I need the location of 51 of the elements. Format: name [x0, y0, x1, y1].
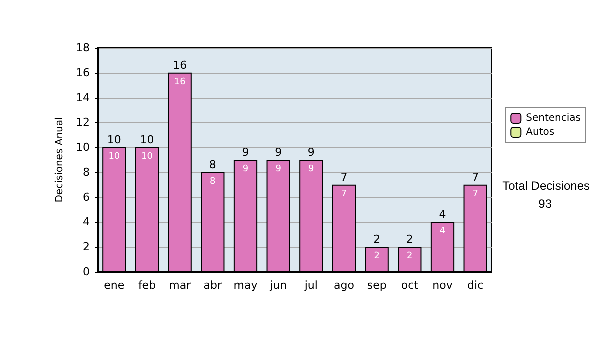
y-tick-label: 16 [76, 66, 90, 80]
total-label: 10 [140, 134, 154, 147]
y-tick-label: 6 [83, 190, 90, 204]
legend-label: Sentencias [526, 113, 582, 124]
total-label: 2 [374, 233, 381, 246]
y-tick-label: 8 [83, 166, 90, 179]
data-label: 9 [242, 164, 249, 174]
text: 93 [538, 197, 552, 211]
y-tick-label: 14 [76, 91, 90, 104]
y-tick-label: 2 [83, 240, 90, 254]
x-tick-label: sep [367, 279, 387, 292]
x-tick-label: jul [304, 279, 318, 292]
total-label: 9 [308, 146, 315, 159]
x-tick-label: mar [169, 279, 192, 292]
y-tick-label: 0 [83, 266, 90, 278]
y-tick-label: 12 [76, 116, 90, 130]
data-label: 10 [108, 152, 120, 162]
y-axis-title: Decisiones Anual [54, 117, 66, 203]
data-label: 9 [308, 164, 315, 174]
data-label: 7 [472, 189, 478, 200]
y-tick-label: 4 [83, 216, 90, 229]
x-tick-label: nov [432, 279, 454, 292]
data-label: 7 [341, 189, 348, 200]
total-label: 7 [340, 170, 348, 184]
x-tick-label: may [234, 279, 258, 292]
data-label: 16 [174, 77, 186, 88]
data-label: 2 [374, 252, 380, 262]
data-label: 4 [440, 226, 446, 237]
x-tick-label: oct [401, 279, 420, 292]
data-label: 9 [276, 164, 282, 174]
y-tick-label: 10 [76, 141, 90, 154]
total-label: 8 [209, 158, 216, 172]
x-tick-label: jun [269, 279, 288, 292]
legend-label: Autos [526, 127, 555, 138]
total-label: 16 [173, 58, 188, 72]
total-label: 9 [275, 146, 282, 159]
data-label: 2 [407, 252, 413, 262]
total-label: 9 [242, 146, 250, 159]
data-label: 10 [142, 152, 154, 162]
total-label: 7 [472, 170, 480, 184]
x-tick-label: abr [204, 279, 223, 292]
x-tick-label: feb [138, 279, 156, 292]
total-label: 4 [439, 208, 446, 222]
total-label: 2 [406, 233, 414, 246]
total-label: 10 [107, 134, 122, 147]
x-tick-label: dic [468, 279, 484, 292]
y-tick-label: 18 [76, 42, 90, 54]
text: Total Decisiones [502, 179, 590, 193]
x-tick-label: ene [104, 279, 125, 292]
data-label: 8 [210, 176, 216, 187]
x-tick-label: ago [334, 279, 355, 292]
